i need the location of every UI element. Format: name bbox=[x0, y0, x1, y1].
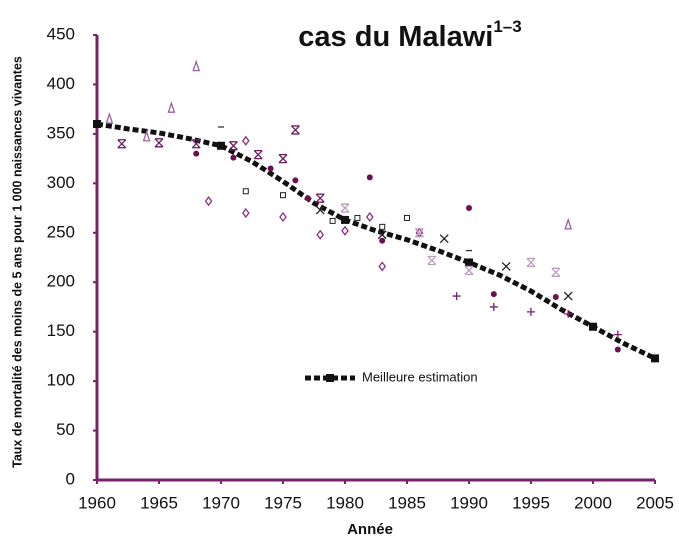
marker bbox=[452, 292, 461, 301]
y-tick-label: 100 bbox=[47, 371, 75, 390]
marker bbox=[315, 205, 325, 215]
marker bbox=[552, 294, 559, 301]
marker bbox=[366, 174, 373, 181]
x-tick-label: 1980 bbox=[326, 493, 364, 512]
marker bbox=[439, 234, 449, 244]
marker bbox=[253, 150, 263, 160]
marker bbox=[316, 229, 325, 240]
title-superscript: 1–3 bbox=[493, 17, 521, 36]
x-tick-label: 2000 bbox=[574, 493, 612, 512]
marker bbox=[241, 207, 250, 219]
y-tick-label: 450 bbox=[47, 24, 75, 43]
marker bbox=[292, 177, 299, 184]
marker bbox=[490, 291, 497, 298]
marker bbox=[230, 154, 237, 161]
y-axis-label: Taux de mortalité des moins de 5 ans pou… bbox=[10, 56, 24, 468]
marker bbox=[501, 261, 511, 271]
x-tick-label: 1975 bbox=[264, 493, 302, 512]
y-tick-label: 250 bbox=[47, 222, 75, 241]
marker bbox=[414, 228, 424, 238]
marker bbox=[228, 141, 238, 151]
marker bbox=[427, 255, 437, 266]
marker bbox=[329, 217, 336, 224]
legend-label: Meilleure estimation bbox=[362, 369, 478, 384]
x-tick-label: 1960 bbox=[78, 493, 116, 512]
marker bbox=[365, 211, 374, 223]
marker bbox=[290, 125, 300, 135]
marker bbox=[379, 223, 386, 230]
marker bbox=[614, 346, 621, 353]
marker bbox=[204, 196, 213, 207]
marker bbox=[193, 150, 200, 157]
marker bbox=[527, 307, 535, 316]
marker bbox=[404, 214, 410, 221]
marker bbox=[489, 302, 498, 311]
chart-title: cas du Malawi1–3 bbox=[298, 17, 521, 52]
best-estimate-line bbox=[96, 121, 657, 361]
marker bbox=[526, 257, 536, 268]
marker bbox=[167, 101, 176, 113]
marker bbox=[340, 203, 350, 213]
marker bbox=[464, 265, 474, 276]
marker bbox=[613, 330, 622, 339]
marker bbox=[142, 129, 151, 142]
y-tick-label: 300 bbox=[47, 173, 75, 192]
x-axis-label: Année bbox=[347, 521, 393, 538]
marker bbox=[304, 195, 311, 202]
legend-swatch-marker bbox=[326, 374, 334, 382]
marker bbox=[651, 354, 659, 363]
marker bbox=[117, 139, 127, 149]
marker bbox=[242, 188, 249, 195]
marker bbox=[465, 258, 473, 267]
y-tick-label: 350 bbox=[47, 123, 75, 142]
marker bbox=[341, 215, 349, 224]
marker bbox=[191, 139, 201, 149]
marker bbox=[279, 211, 287, 223]
marker bbox=[192, 59, 201, 72]
x-tick-label: 1965 bbox=[140, 493, 178, 512]
marker bbox=[93, 120, 101, 128]
x-tick-label: 2005 bbox=[636, 493, 674, 512]
marker bbox=[278, 153, 288, 164]
marker bbox=[563, 291, 573, 301]
x-tick-label: 1995 bbox=[512, 493, 550, 512]
marker bbox=[589, 322, 597, 331]
marker bbox=[564, 309, 573, 318]
marker bbox=[217, 141, 225, 150]
x-tick-label: 1970 bbox=[202, 493, 240, 512]
marker bbox=[377, 230, 387, 240]
marker bbox=[378, 261, 387, 272]
marker bbox=[241, 135, 250, 146]
x-tick-label: 1990 bbox=[450, 493, 488, 512]
marker bbox=[466, 205, 472, 212]
marker bbox=[379, 237, 386, 244]
marker bbox=[267, 165, 274, 172]
y-tick-label: 200 bbox=[47, 272, 75, 291]
title-main: cas du Malawi bbox=[298, 21, 493, 53]
marker bbox=[105, 112, 114, 124]
marker bbox=[564, 217, 573, 230]
marker bbox=[154, 138, 164, 148]
marker bbox=[551, 267, 561, 277]
y-tick-label: 50 bbox=[56, 420, 75, 439]
marker bbox=[280, 192, 286, 199]
marker bbox=[341, 225, 349, 236]
y-tick-label: 150 bbox=[47, 321, 75, 340]
marker bbox=[315, 193, 325, 203]
y-tick-label: 400 bbox=[47, 74, 75, 93]
y-tick-label: 0 bbox=[66, 469, 75, 488]
x-tick-label: 1985 bbox=[388, 493, 426, 512]
marker bbox=[354, 214, 361, 221]
